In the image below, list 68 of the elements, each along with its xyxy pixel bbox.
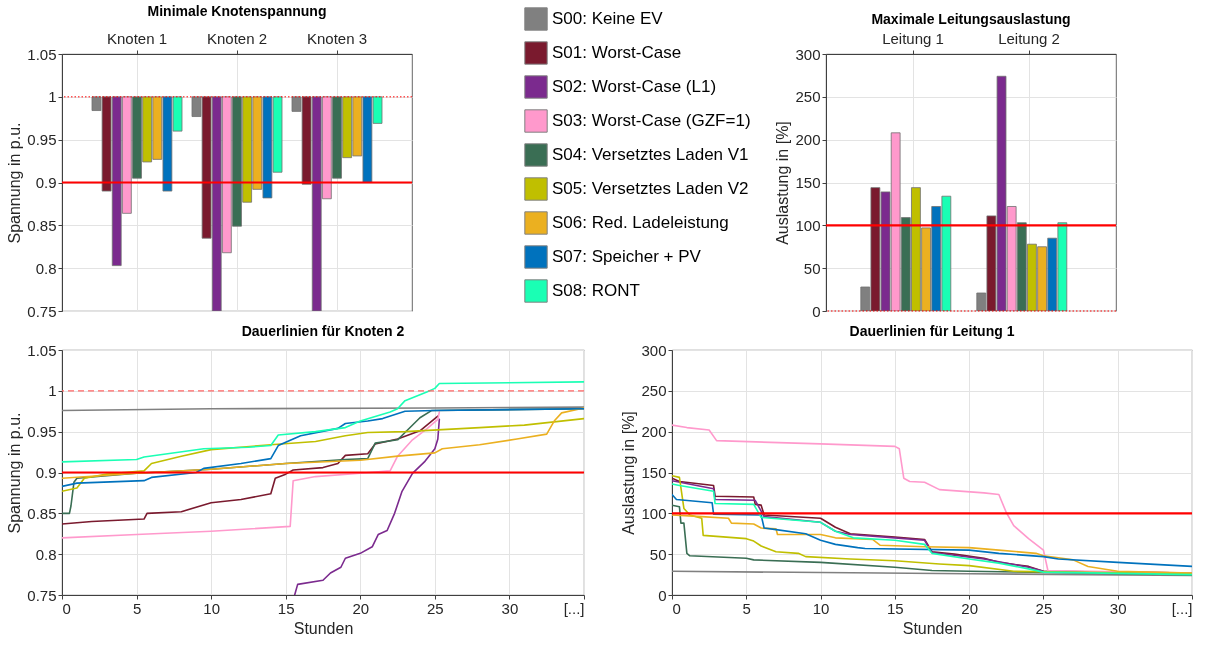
y-tick-label: 0.85 — [27, 504, 57, 522]
legend-label: S03: Worst-Case (GZF=1) — [552, 111, 751, 130]
y-tick-label: 150 — [795, 174, 821, 191]
legend-label: S02: Worst-Case (L1) — [552, 77, 717, 96]
y-tick-label: 0 — [812, 302, 821, 320]
y-tick-label: 300 — [795, 45, 821, 63]
x-tick-label: Knoten 1 — [106, 29, 168, 47]
y-tick-label: 0.95 — [27, 131, 57, 149]
y-tick-label: 0.9 — [35, 174, 57, 191]
chart-title: Dauerlinien für Knoten 2 — [241, 323, 405, 339]
y-tick-label: 50 — [803, 259, 821, 277]
y-tick-label: 1 — [48, 382, 57, 400]
x-tick-label: [...] — [563, 599, 585, 617]
y-tick-label: 200 — [795, 131, 821, 149]
y-tick-label: 1.05 — [27, 45, 57, 63]
y-tick-label: 0.75 — [27, 586, 57, 604]
x-tick-label: 0 — [62, 599, 71, 617]
chart-title: Maximale Leitungsauslastung — [871, 11, 1071, 27]
y-tick-label: 1.05 — [27, 341, 57, 359]
y-tick-label: 100 — [795, 216, 821, 234]
x-tick-label: 20 — [961, 599, 978, 617]
legend-label: S04: Versetztes Laden V1 — [552, 145, 749, 164]
y-tick-label: 50 — [649, 545, 667, 563]
y-tick-label: 0.85 — [27, 216, 57, 234]
x-tick-label: 0 — [672, 599, 681, 617]
y-tick-label: 0 — [658, 586, 667, 604]
x-axis-title: Stunden — [902, 619, 963, 637]
x-tick-label: 15 — [277, 599, 295, 617]
chart-title: Dauerlinien für Leitung 1 — [849, 323, 1015, 339]
legend-label: S05: Versetztes Laden V2 — [552, 179, 749, 198]
x-tick-label: Leitung 2 — [998, 29, 1060, 47]
y-tick-label: 0.9 — [35, 464, 57, 481]
y-axis-title: Spannung in p.u. — [6, 412, 24, 534]
chart-title: Minimale Knotenspannung — [147, 3, 327, 19]
x-axis-title: Stunden — [293, 619, 354, 637]
y-tick-label: 0.8 — [35, 545, 57, 563]
x-tick-label: 25 — [427, 599, 444, 617]
y-axis-title: Spannung in p.u. — [6, 122, 24, 244]
legend-label: S07: Speicher + PV — [552, 247, 702, 266]
x-tick-label: 10 — [812, 599, 830, 617]
legend-label: S06: Red. Ladeleistung — [552, 213, 729, 232]
y-axis-title: Auslastung in [%] — [774, 121, 792, 245]
y-tick-label: 0.75 — [27, 302, 57, 320]
y-tick-label: 1 — [48, 88, 57, 106]
y-tick-label: 150 — [641, 464, 667, 481]
y-tick-label: 250 — [795, 88, 821, 106]
legend-label: S01: Worst-Case — [552, 43, 682, 62]
legend-label: S00: Keine EV — [552, 9, 664, 28]
x-tick-label: 10 — [203, 599, 220, 617]
y-tick-label: 250 — [641, 382, 667, 400]
y-tick-label: 100 — [641, 504, 667, 522]
y-axis-title: Auslastung in [%] — [620, 411, 638, 535]
x-tick-label: [...] — [1171, 599, 1193, 617]
x-tick-label: 5 — [742, 599, 751, 617]
x-tick-label: Knoten 3 — [306, 29, 368, 47]
x-tick-label: 25 — [1035, 599, 1053, 617]
x-tick-label: 30 — [501, 599, 519, 617]
y-tick-label: 200 — [641, 423, 667, 441]
x-tick-label: 5 — [132, 599, 142, 617]
y-tick-label: 0.95 — [27, 423, 57, 441]
x-tick-label: 30 — [1109, 599, 1127, 617]
legend-label: S08: RONT — [552, 281, 640, 300]
y-tick-label: 300 — [641, 341, 667, 359]
x-tick-label: 15 — [887, 599, 904, 617]
x-tick-label: Leitung 1 — [882, 29, 944, 47]
x-tick-label: 20 — [352, 599, 370, 617]
x-tick-label: Knoten 2 — [206, 29, 268, 47]
y-tick-label: 0.8 — [35, 259, 57, 277]
